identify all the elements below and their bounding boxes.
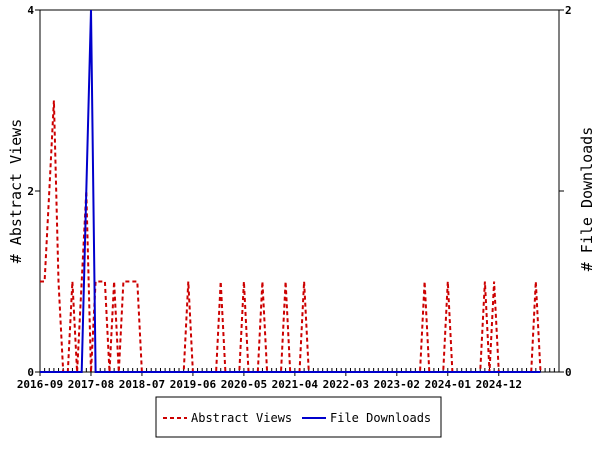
series-file-downloads-line (40, 9, 541, 373)
y-left-tick-label: 4 (27, 4, 34, 17)
x-tick-label: 2019-06 (170, 378, 217, 391)
x-tick-label: 2017-08 (68, 378, 114, 391)
x-tick-label: 2018-07 (119, 378, 165, 391)
y-axis-left-title: # Abstract Views (7, 119, 25, 264)
y-left-tick-label: 2 (27, 185, 34, 198)
x-tick-label: 2020-05 (221, 378, 267, 391)
x-axis: 2016-09 2017-08 2018-07 2019-06 2020-05 2021-… (17, 368, 560, 391)
x-tick-label: 2024-01 (425, 378, 472, 391)
y-left-tick-label: 0 (27, 366, 34, 379)
x-tick-label: 2016-09 (17, 378, 63, 391)
legend-label-file-downloads: File Downloads (330, 411, 431, 425)
y-right-tick-label: 2 (565, 4, 572, 17)
x-tick-label: 2024-12 (476, 378, 522, 391)
legend-box (155, 396, 442, 438)
x-tick-label: 2021-04 (272, 378, 319, 391)
y-axis-left: 0 2 4 (27, 4, 40, 379)
legend-label-abstract-views: Abstract Views (191, 411, 292, 425)
x-tick-label: 2023-02 (374, 378, 420, 391)
y-axis-right-title: # File Downloads (578, 127, 596, 272)
series-layer (40, 9, 542, 373)
y-right-tick-label: 0 (565, 366, 572, 379)
y-axis-right: 02 (559, 4, 572, 379)
legend: Abstract Views File Downloads (155, 396, 442, 438)
x-tick-label: 2022-03 (323, 378, 369, 391)
